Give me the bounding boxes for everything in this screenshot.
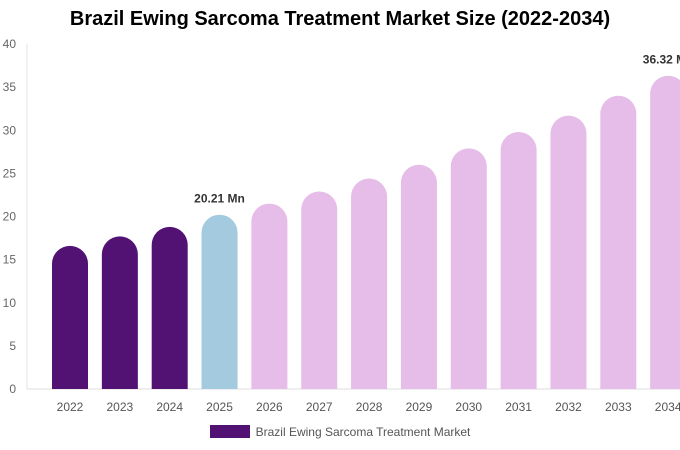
x-tick-label: 2031 [505,400,532,414]
x-tick-label: 2026 [256,400,283,414]
bar [450,148,487,389]
bar [52,245,88,389]
x-tick-label: 2022 [57,400,84,414]
chart-title: Brazil Ewing Sarcoma Treatment Market Si… [69,8,611,30]
y-tick-label: 20 [3,210,17,224]
y-tick-label: 30 [3,123,17,137]
y-tick-label: 0 [9,382,16,396]
legend: Brazil Ewing Sarcoma Treatment Market [0,425,680,439]
bar [650,75,680,389]
bar [400,164,437,389]
y-tick-label: 10 [3,296,17,310]
x-tick-label: 2028 [356,400,383,414]
bar [151,226,188,389]
bar [550,115,587,389]
x-tick-label: 2030 [455,400,482,414]
y-tick-label: 15 [3,253,17,267]
data-label: 20.21 Mn [194,192,245,206]
bar [301,191,338,389]
x-tick-label: 2032 [555,400,582,414]
x-tick-label: 2027 [306,400,333,414]
data-label: 36.32 Mn [643,53,680,67]
y-tick-label: 25 [3,166,17,180]
x-tick-label: 2025 [206,400,233,414]
x-tick-label: 2029 [406,400,433,414]
y-tick-label: 40 [3,37,17,51]
x-tick-label: 2033 [605,400,632,414]
bar [101,236,138,389]
y-tick-label: 35 [3,80,17,94]
legend-swatch [209,425,250,438]
x-tick-label: 2024 [156,400,183,414]
legend-label: Brazil Ewing Sarcoma Treatment Market [255,425,471,439]
bar [351,178,388,389]
bar [201,214,238,389]
y-tick-label: 5 [9,339,16,353]
bar [251,203,288,389]
bar [500,131,537,389]
x-tick-label: 2034 [655,400,680,414]
x-tick-label: 2023 [106,400,133,414]
bar [600,95,637,389]
